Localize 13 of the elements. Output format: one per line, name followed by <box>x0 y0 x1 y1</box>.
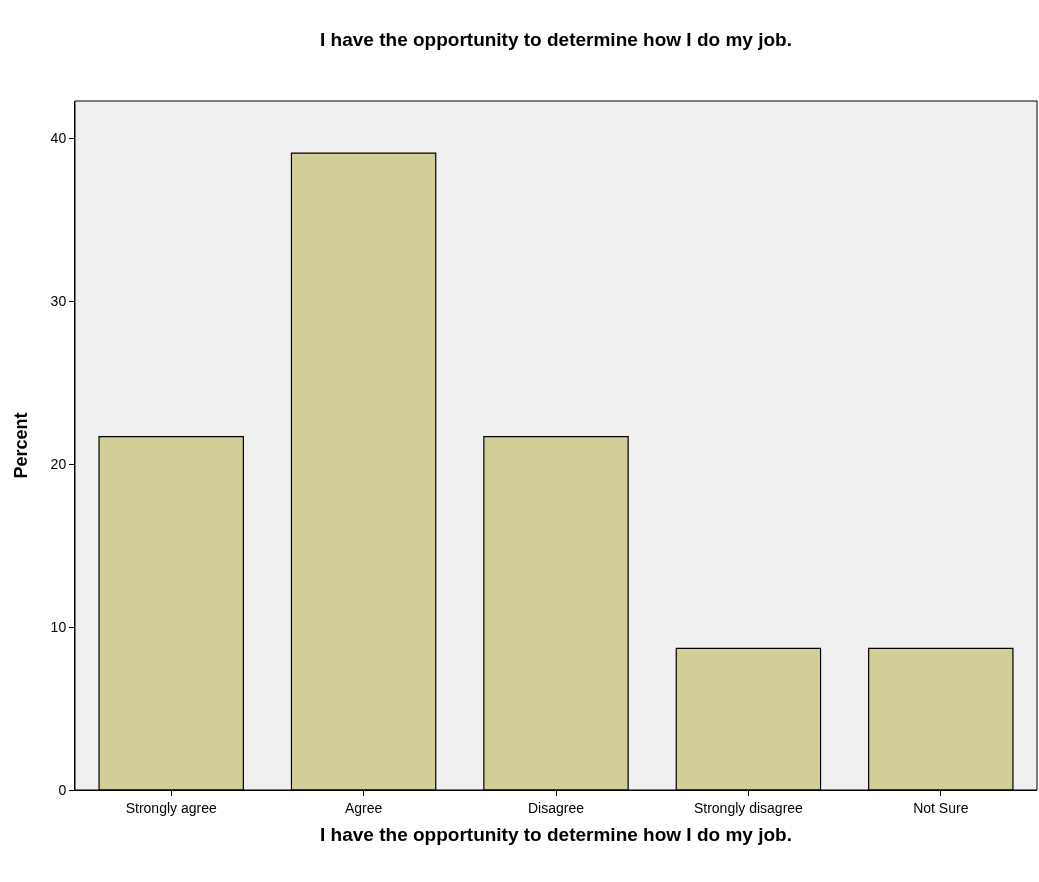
y-axis-title: Percent <box>10 412 31 479</box>
y-tick-label: 10 <box>50 619 67 636</box>
x-tick-label: Disagree <box>527 799 585 816</box>
x-tick-label: Agree <box>344 799 383 816</box>
y-tick-label: 30 <box>50 293 67 310</box>
x-axis-title: I have the opportunity to determine how I do my job. <box>320 823 792 845</box>
y-tick-label: 40 <box>50 130 67 147</box>
x-tick-label: Strongly disagree <box>693 799 804 816</box>
y-tick-label: 0 <box>58 781 67 798</box>
x-tick-label: Not Sure <box>913 799 969 816</box>
y-tick-label: 20 <box>50 456 67 473</box>
x-tick-label: Strongly agree <box>125 799 217 816</box>
chart-title: I have the opportunity to determine how I do my job. <box>320 29 792 51</box>
